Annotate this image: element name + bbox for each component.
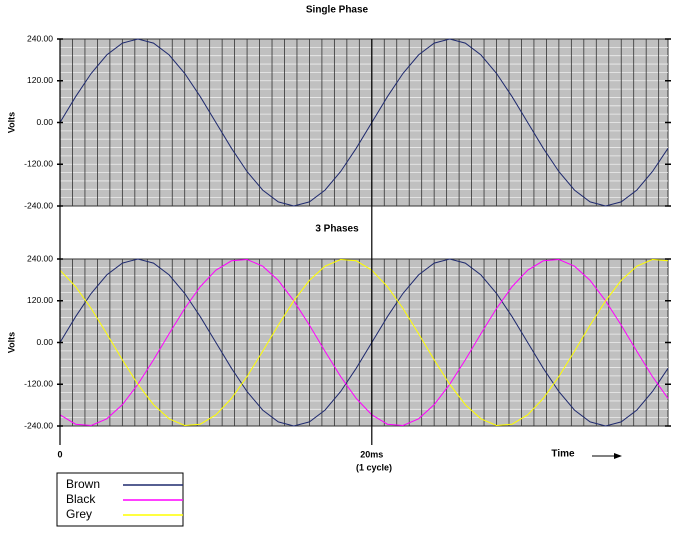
y-tick-label: 0.00 (36, 337, 53, 347)
series-line (59, 258, 669, 427)
x-tick-label: 20ms (360, 449, 383, 459)
y-axis-label: Volts (6, 332, 16, 353)
y-tick-label: 120.00 (27, 75, 53, 85)
y-tick-label: -120.00 (24, 159, 53, 169)
y-tick-label: -240.00 (24, 420, 53, 430)
series-line (59, 258, 669, 427)
y-tick-label: 240.00 (27, 33, 53, 43)
x-tick-label: 0 (57, 449, 62, 459)
y-tick-label: -240.00 (24, 200, 53, 210)
chart-title: 3 Phases (315, 224, 359, 235)
chart-title: Single Phase (306, 5, 369, 16)
y-tick-label: 240.00 (27, 253, 53, 263)
annotation: (1 cycle) (356, 462, 392, 472)
y-tick-label: 0.00 (36, 117, 53, 127)
y-tick-label: 120.00 (27, 295, 53, 305)
series-line (59, 38, 669, 207)
legend-label: Grey (66, 507, 92, 521)
x-axis-label: Time (551, 449, 575, 460)
legend-label: Black (66, 492, 96, 506)
legend-label: Brown (66, 477, 100, 491)
series-line (59, 258, 669, 427)
arrow-head (614, 453, 622, 459)
y-axis-label: Volts (6, 112, 16, 133)
y-tick-label: -120.00 (24, 379, 53, 389)
